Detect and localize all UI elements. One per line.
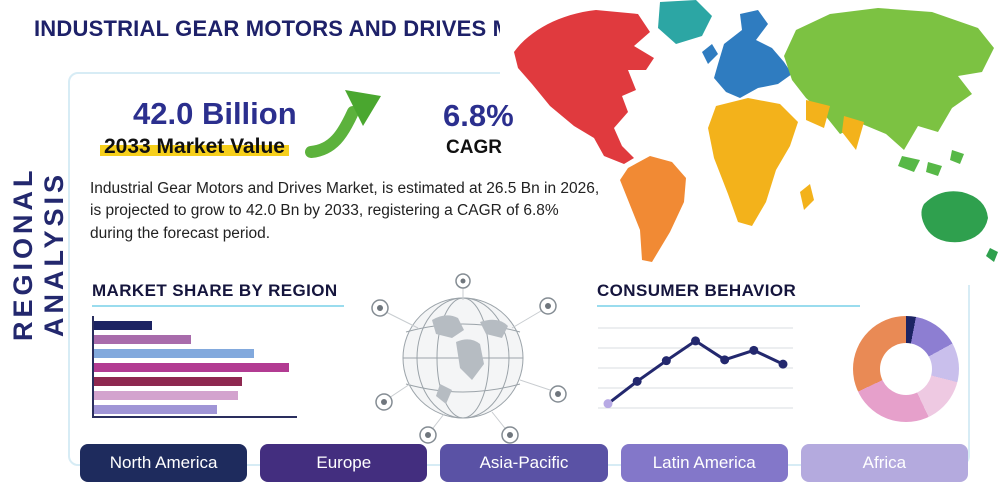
- cagr-label: CAGR: [446, 137, 502, 158]
- growth-arrow-icon: [305, 90, 381, 158]
- regional-analysis-label: REGIONAL ANALYSIS: [8, 166, 69, 342]
- market-value-2033: 42.0 Billion: [133, 96, 297, 131]
- bar: [94, 349, 254, 358]
- map-sea-island-3: [950, 150, 964, 164]
- region-button-north-america[interactable]: North America: [80, 444, 248, 482]
- region-button-asia-pacific[interactable]: Asia-Pacific: [440, 444, 608, 482]
- map-asia: [784, 8, 994, 150]
- line-chart-svg: [598, 327, 793, 409]
- map-uk: [702, 44, 718, 64]
- map-europe: [714, 10, 792, 98]
- bar-chart: [92, 316, 297, 418]
- map-madagascar: [800, 184, 814, 210]
- bar: [94, 377, 243, 386]
- map-south-america: [620, 156, 686, 262]
- cagr-value: 6.8%: [443, 98, 514, 133]
- consumer-behavior-underline: [597, 305, 860, 307]
- globe-network-icon: [371, 273, 567, 444]
- region-button-africa[interactable]: Africa: [800, 444, 969, 482]
- map-greenland: [658, 0, 712, 44]
- region-buttons-row: North America Europe Asia-Pacific Latin Ame…: [80, 444, 969, 482]
- bar: [94, 321, 153, 330]
- donut-hole: [880, 343, 932, 395]
- map-australia: [921, 191, 988, 243]
- market-share-heading: MARKET SHARE BY REGION: [92, 281, 338, 300]
- market-share-underline: [92, 305, 344, 307]
- consumer-behavior-heading: CONSUMER BEHAVIOR: [597, 281, 797, 300]
- world-map: [500, 0, 1000, 285]
- map-sea-island-1: [898, 156, 920, 172]
- bar: [94, 363, 289, 372]
- map-new-zealand: [986, 248, 998, 262]
- map-africa: [708, 98, 798, 226]
- page-title: INDUSTRIAL GEAR MOTORS AND DRIVES MARKET: [34, 16, 588, 41]
- map-india: [842, 116, 864, 150]
- donut-chart: [853, 316, 959, 422]
- market-value-label: 2033 Market Value: [100, 135, 289, 159]
- map-sea-island-2: [926, 162, 942, 176]
- region-button-europe[interactable]: Europe: [260, 444, 428, 482]
- market-description: Industrial Gear Motors and Drives Market…: [90, 180, 600, 242]
- region-button-latin-america[interactable]: Latin America: [620, 444, 788, 482]
- bar-chart-bars: [94, 321, 297, 414]
- map-north-america: [514, 10, 654, 164]
- bar: [94, 391, 239, 400]
- bar: [94, 335, 192, 344]
- bar: [94, 405, 217, 414]
- map-arabia: [806, 100, 830, 128]
